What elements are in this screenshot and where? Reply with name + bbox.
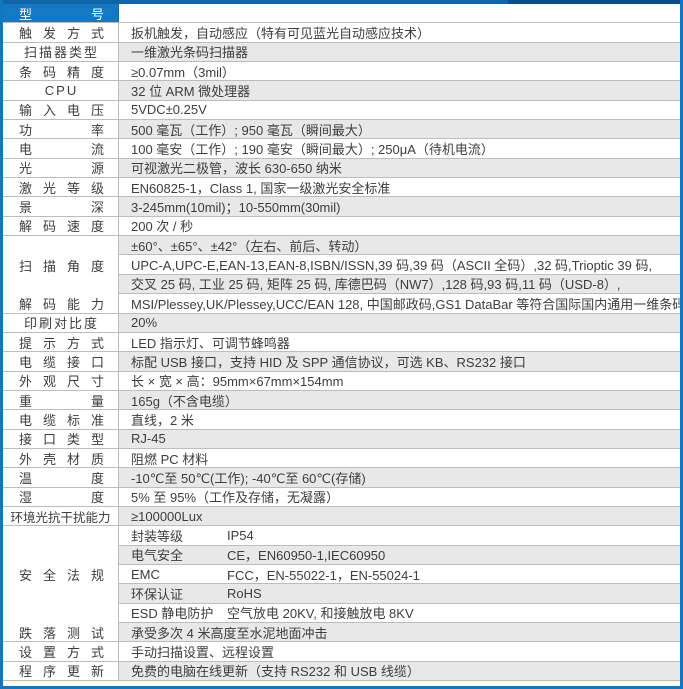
row-value: 直线，2 米 bbox=[119, 410, 680, 429]
row-safety-regulations-group: 安 全 法 规 封装等级 IP54 电气安全 CE，EN60950-1,IEC6… bbox=[3, 526, 680, 623]
row-label: 解 码 速 度 bbox=[19, 219, 104, 235]
safety-item-emc: EMC FCC，EN-55022-1，EN-55024-1 bbox=[119, 564, 680, 585]
top-accent-bar bbox=[3, 0, 680, 4]
row-value: LED 指示灯、可调节蜂鸣器 bbox=[119, 332, 680, 352]
row-temperature: 温 度 -10℃至 50℃(工作); -40℃至 60℃(存储) bbox=[3, 468, 680, 488]
row-value: 可视激光二极管，波长 630-650 纳米 bbox=[119, 158, 680, 178]
safety-item-esd-protection: ESD 静电防护 空气放电 20KV, 和接触放电 8KV bbox=[119, 603, 680, 623]
row-value: 165g（不含电缆） bbox=[119, 390, 680, 410]
row-power: 功 率 500 毫瓦（工作）; 950 毫瓦（瞬间最大） bbox=[3, 120, 680, 140]
row-decode-capability: 解 码 能 力 MSI/Plessey,UK/Plessey,UCC/EAN 1… bbox=[3, 294, 680, 314]
row-label: 触 发 方 式 bbox=[19, 26, 104, 42]
row-scan-angle-group: 扫 描 角 度 ±60°、±65°、±42°（左右、前后、转动） UPC-A,U… bbox=[3, 236, 680, 295]
row-dimensions: 外 观 尺 寸 长 × 宽 × 高：95mm×67mm×154mm bbox=[3, 371, 680, 391]
row-label: 扫描器类型 bbox=[23, 45, 99, 61]
row-label: 印刷对比度 bbox=[23, 316, 99, 332]
scan-angle-line: ±60°、±65°、±42°（左右、前后、转动） bbox=[119, 236, 680, 256]
row-value: 5VDC±0.25V bbox=[119, 100, 680, 120]
row-label: 功 率 bbox=[19, 122, 104, 138]
row-value: 阻燃 PC 材料 bbox=[119, 448, 680, 468]
row-value: 一维激光条码扫描器 bbox=[119, 42, 680, 62]
row-value: 免费的电脑在线更新（支持 RS232 和 USB 线缆） bbox=[119, 661, 680, 681]
scan-angle-line: 交叉 25 码, 工业 25 码, 矩阵 25 码, 库德巴码（NW7）,128… bbox=[119, 274, 680, 295]
row-label: 温 度 bbox=[19, 470, 104, 486]
row-cpu: CPU 32 位 ARM 微处理器 bbox=[3, 81, 680, 101]
row-label: 安 全 法 规 bbox=[19, 568, 104, 584]
model-header-value: MD 2230ME bbox=[119, 4, 680, 23]
model-header-label-cell: 型 号 bbox=[3, 4, 119, 23]
safety-item-environmental-cert: 环保认证 RoHS bbox=[119, 584, 680, 604]
row-value: 100 毫安（工作）; 190 毫安（瞬间最大）; 250μA（待机电流） bbox=[119, 139, 680, 158]
row-value: 手动扫描设置、远程设置 bbox=[119, 642, 680, 661]
row-humidity: 湿 度 5% 至 95%（工作及存储，无凝露） bbox=[3, 487, 680, 507]
row-value: 32 位 ARM 微处理器 bbox=[119, 81, 680, 100]
row-value: 承受多次 4 米高度至水泥地面冲击 bbox=[119, 623, 680, 642]
row-value: ≥0.07mm（3mil） bbox=[119, 62, 680, 81]
top-accent-right bbox=[508, 0, 680, 4]
row-weight: 重 量 165g（不含电缆） bbox=[3, 390, 680, 411]
safety-item-electrical-safety: 电气安全 CE，EN60950-1,IEC60950 bbox=[119, 545, 680, 565]
row-ambient-light-immunity: 环境光抗干扰能力 ≥100000Lux bbox=[3, 506, 680, 527]
row-value: 200 次 / 秒 bbox=[119, 216, 680, 236]
row-value: RJ-45 bbox=[119, 429, 680, 448]
row-trigger-mode: 触 发 方 式 扳机触发，自动感应（特有可见蓝光自动感应技术） bbox=[3, 23, 680, 43]
row-drop-test: 跌 落 测 试 承受多次 4 米高度至水泥地面冲击 bbox=[3, 623, 680, 643]
row-label: 湿 度 bbox=[19, 490, 104, 506]
row-indication: 提 示 方 式 LED 指示灯、可调节蜂鸣器 bbox=[3, 332, 680, 353]
scan-angle-line: UPC-A,UPC-E,EAN-13,EAN-8,ISBN/ISSN,39 码,… bbox=[119, 255, 680, 275]
top-accent-left bbox=[3, 0, 508, 4]
row-label: 电 缆 接 口 bbox=[19, 354, 104, 370]
row-label: 重 量 bbox=[19, 393, 104, 409]
safety-item-ip-rating: 封装等级 IP54 bbox=[119, 526, 680, 546]
row-light-source: 光 源 可视激光二极管，波长 630-650 纳米 bbox=[3, 158, 680, 179]
row-value: EN60825-1，Class 1, 国家一级激光安全标准 bbox=[119, 178, 680, 197]
row-print-contrast: 印刷对比度 20% bbox=[3, 313, 680, 333]
row-depth-of-field: 景 深 3-245mm(10mil)；10-550mm(30mil) bbox=[3, 197, 680, 217]
row-setup-method: 设 置 方 式 手动扫描设置、远程设置 bbox=[3, 642, 680, 662]
row-label: 电 缆 标 准 bbox=[19, 412, 104, 428]
row-cable-standard: 电 缆 标 准 直线，2 米 bbox=[3, 410, 680, 430]
row-current: 电 流 100 毫安（工作）; 190 毫安（瞬间最大）; 250μA（待机电流… bbox=[3, 139, 680, 159]
row-input-voltage: 输 入 电 压 5VDC±0.25V bbox=[3, 100, 680, 121]
row-decode-speed: 解 码 速 度 200 次 / 秒 bbox=[3, 216, 680, 237]
row-label: 光 源 bbox=[19, 161, 104, 177]
row-label: 外 观 尺 寸 bbox=[19, 374, 104, 390]
row-scanner-type: 扫描器类型 一维激光条码扫描器 bbox=[3, 42, 680, 63]
row-value: 500 毫瓦（工作）; 950 毫瓦（瞬间最大） bbox=[119, 120, 680, 139]
row-value: 扳机触发，自动感应（特有可见蓝光自动感应技术） bbox=[119, 23, 680, 42]
row-label: 外 壳 材 质 bbox=[19, 451, 104, 467]
row-firmware-update: 程 序 更 新 免费的电脑在线更新（支持 RS232 和 USB 线缆） bbox=[3, 661, 680, 682]
row-cable-interface: 电 缆 接 口 标配 USB 接口，支持 HID 及 SPP 通信协议，可选 K… bbox=[3, 352, 680, 372]
row-value: MSI/Plessey,UK/Plessey,UCC/EAN 128, 中国邮政… bbox=[119, 294, 680, 313]
row-value: 20% bbox=[119, 313, 680, 332]
row-value: ≥100000Lux bbox=[119, 506, 680, 526]
row-label: 设 置 方 式 bbox=[19, 645, 104, 661]
row-label: 输 入 电 压 bbox=[19, 103, 104, 119]
row-barcode-precision: 条 码 精 度 ≥0.07mm（3mil） bbox=[3, 62, 680, 82]
row-value: -10℃至 50℃(工作); -40℃至 60℃(存储) bbox=[119, 468, 680, 487]
row-laser-class: 激 光 等 级 EN60825-1，Class 1, 国家一级激光安全标准 bbox=[3, 178, 680, 198]
row-label: 接 口 类 型 bbox=[19, 432, 104, 448]
row-value: 5% 至 95%（工作及存储，无凝露） bbox=[119, 487, 680, 506]
row-label: 解 码 能 力 bbox=[19, 296, 104, 312]
model-header-label: 型 号 bbox=[19, 6, 104, 22]
row-label: 扫 描 角 度 bbox=[19, 258, 104, 274]
row-label: 激 光 等 级 bbox=[19, 180, 104, 196]
row-label: CPU bbox=[44, 83, 79, 99]
row-label: 环境光抗干扰能力 bbox=[10, 510, 111, 525]
row-label: 程 序 更 新 bbox=[19, 664, 104, 680]
row-value: 3-245mm(10mil)；10-550mm(30mil) bbox=[119, 197, 680, 216]
row-interface-type: 接 口 类 型 RJ-45 bbox=[3, 429, 680, 449]
row-label: 提 示 方 式 bbox=[19, 335, 104, 351]
row-value: 长 × 宽 × 高：95mm×67mm×154mm bbox=[119, 371, 680, 390]
row-housing-material: 外 壳 材 质 阻燃 PC 材料 bbox=[3, 448, 680, 469]
row-label: 电 流 bbox=[19, 142, 104, 158]
row-label: 景 深 bbox=[19, 200, 104, 216]
header-row-model: 型 号 MD 2230ME bbox=[3, 4, 680, 24]
row-label: 跌 落 测 试 bbox=[19, 625, 104, 641]
row-label: 条 码 精 度 bbox=[19, 64, 104, 80]
row-value: 标配 USB 接口，支持 HID 及 SPP 通信协议，可选 KB、RS232 … bbox=[119, 352, 680, 371]
